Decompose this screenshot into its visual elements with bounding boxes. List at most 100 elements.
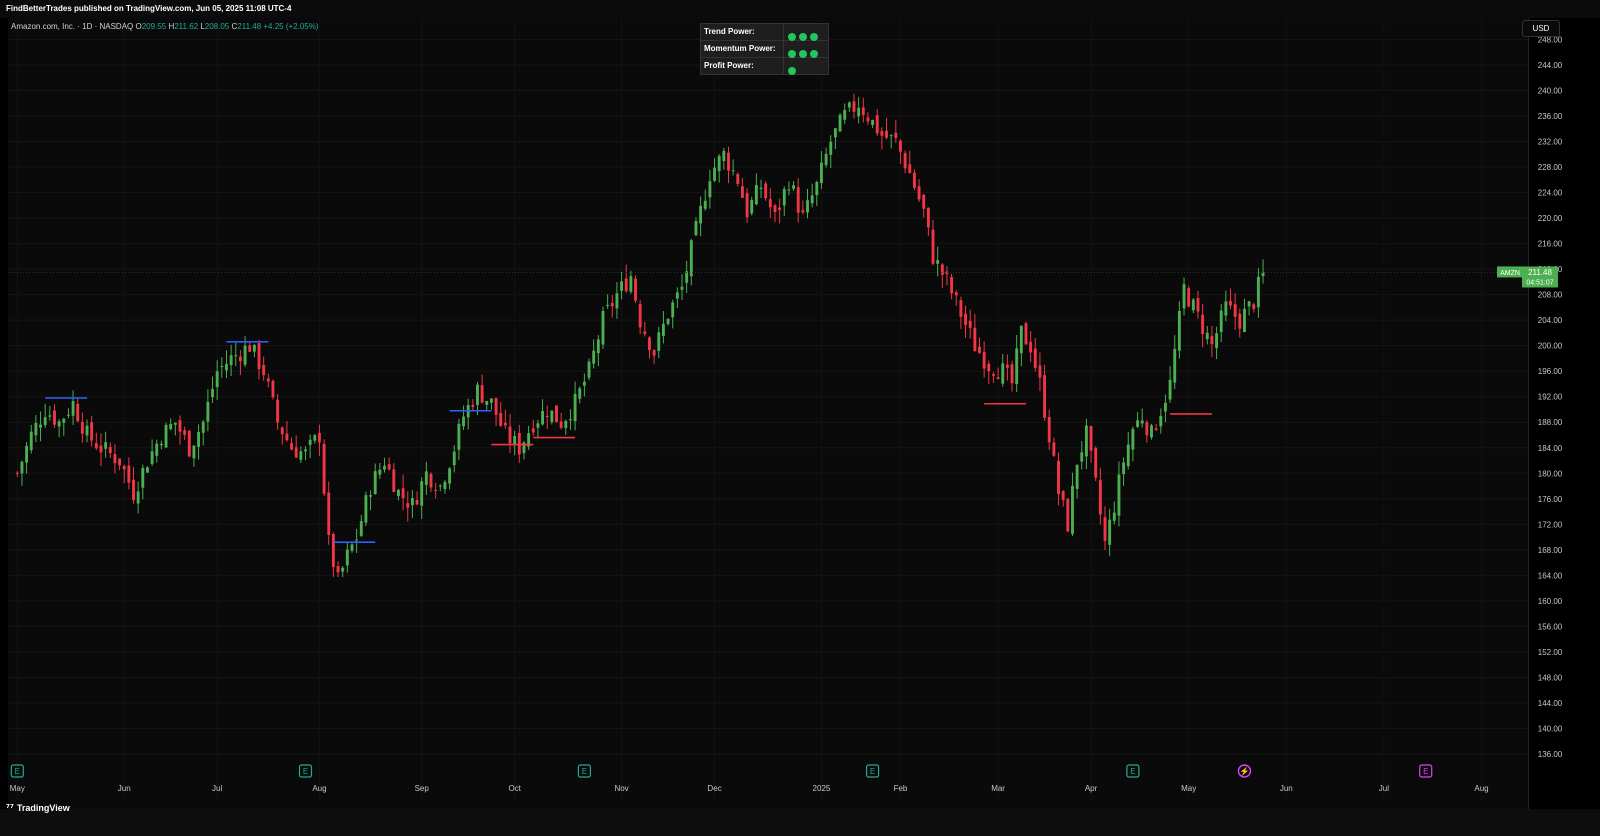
candle-body [596,339,600,354]
price-tick: 240.00 [1538,86,1563,95]
power-row-trend: Trend Power: [701,24,828,41]
candle-body [1215,333,1219,349]
candle-body [94,443,98,449]
candle-body [1080,452,1084,462]
candle-body [452,451,456,466]
candles [15,93,1265,578]
candle-body [648,337,651,351]
candle-body [824,153,828,166]
candle-body [336,566,340,573]
event-icon-glyph: E [1423,767,1428,776]
candle-body [713,167,716,181]
candle-body [369,495,373,497]
open-value: 209.55 [141,22,167,31]
candle-body [778,207,782,210]
candle-body [266,378,270,382]
candle-body [299,451,303,460]
price-tick: 232.00 [1538,138,1563,147]
candle-body [847,102,851,108]
close-value: 211.48 [237,22,262,31]
bar-countdown: 04:51:07 [1526,279,1553,286]
candle-body [1033,348,1037,368]
candle-body [820,162,823,183]
candle-body [606,304,610,307]
low-label: L [200,22,205,31]
time-tick: Mar [991,784,1005,793]
last-price-value: 211.48 [1528,268,1552,277]
candle-body [527,433,531,447]
candle-body [685,271,689,283]
high-label: H [168,22,175,31]
candle-body [968,320,972,328]
candle-body [1084,425,1088,457]
candle-body [717,155,721,172]
candle-body [857,107,861,117]
tradingview-brand[interactable]: ⁷⁷ TradingView [6,803,70,814]
price-tick: 160.00 [1538,597,1563,606]
candle-body [782,188,786,206]
candle-body [624,278,628,292]
time-tick: Oct [508,784,521,793]
time-tick: May [1181,784,1196,793]
price-tick: 216.00 [1538,240,1563,249]
price-tick: 168.00 [1538,546,1563,555]
candle-body [99,445,103,453]
candle-body [1187,288,1191,307]
price-tick: 164.00 [1538,571,1563,580]
candle-body [992,374,995,376]
power-row-profit: Profit Power: [701,58,828,75]
candle-body [146,467,149,473]
candle-body [1075,464,1079,489]
price-tick: 176.00 [1538,495,1563,504]
candle-body [1173,348,1177,383]
price-tick: 136.00 [1538,750,1563,759]
power-dot [799,50,807,58]
symbol-legend[interactable]: Amazon.com, Inc. · 1D · NASDAQ O209.55 H… [11,22,319,31]
candle-body [908,164,912,174]
candle-body [1126,444,1130,467]
candle-body [238,356,242,362]
event-icon-glyph: E [1130,767,1135,776]
candle-body [1233,304,1237,317]
candle-body [169,423,173,430]
change-value: +4.25 (+2.05%) [263,22,319,31]
candle-body [1159,415,1163,427]
candle-body [290,442,293,450]
candle-body [545,415,549,417]
candle-body [1238,313,1242,329]
earnings-icon [1419,764,1433,778]
candle-body [127,465,131,483]
candle-body [703,200,707,209]
candle-body [76,403,80,422]
candle-body [829,141,833,155]
candle-body [1219,310,1223,333]
price-tick: 196.00 [1538,367,1563,376]
candle-body [517,432,521,455]
candle-body [1094,448,1098,478]
time-tick: Apr [1085,784,1098,793]
candle-body [871,119,875,126]
candle-body [917,186,921,200]
candle-body [1089,425,1093,451]
candle-body [62,418,66,423]
currency-selector[interactable]: USD [1522,20,1560,37]
candle-body [996,377,1000,380]
symbol-name: Amazon.com, Inc. · 1D · NASDAQ [11,22,134,31]
candle-body [225,363,228,371]
price-tick: 208.00 [1538,291,1563,300]
candle-body [1177,311,1181,351]
candle-body [80,422,84,434]
candle-body [796,187,800,213]
candle-body [364,495,368,523]
candle-body [387,464,391,470]
candle-body [945,271,949,275]
candle-body [53,410,56,425]
candle-body [503,422,507,426]
power-dot [810,33,818,41]
candle-body [1112,512,1116,521]
candle-body [1103,517,1107,541]
candle-body [1191,299,1195,311]
power-dot [799,33,807,41]
candle-body [745,193,749,218]
